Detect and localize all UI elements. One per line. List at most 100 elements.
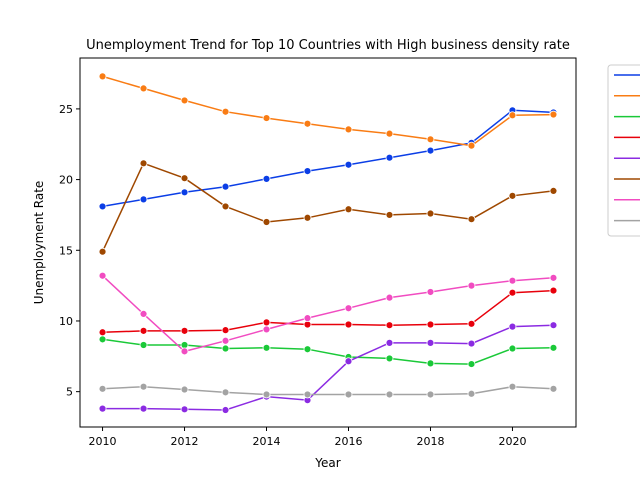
- data-point: [180, 188, 189, 197]
- data-point: [385, 129, 394, 138]
- data-point: [467, 389, 476, 398]
- y-tick-label: 10: [59, 315, 73, 328]
- y-tick-label: 20: [59, 174, 73, 187]
- data-point: [344, 320, 353, 329]
- legend-box: [607, 64, 640, 237]
- data-point: [262, 343, 271, 352]
- data-point: [385, 390, 394, 399]
- data-point: [426, 390, 435, 399]
- data-point: [180, 96, 189, 105]
- data-point: [426, 135, 435, 144]
- data-point: [549, 286, 558, 295]
- data-point: [426, 359, 435, 368]
- data-point: [508, 382, 517, 391]
- series-3: [98, 335, 558, 368]
- data-point: [262, 174, 271, 183]
- data-point: [508, 111, 517, 120]
- data-point: [426, 320, 435, 329]
- chart-title: Unemployment Trend for Top 10 Countries …: [86, 38, 570, 53]
- data-point: [344, 160, 353, 169]
- series-5: [98, 321, 558, 414]
- data-point: [344, 304, 353, 313]
- series-1: [98, 106, 558, 211]
- y-tick-label: 25: [59, 103, 73, 116]
- series-4: [98, 286, 558, 337]
- series-line: [102, 385, 554, 396]
- x-tick-label: 2012: [171, 435, 199, 448]
- data-point: [385, 153, 394, 162]
- series-line: [102, 338, 554, 365]
- data-point: [180, 347, 189, 356]
- data-point: [549, 384, 558, 393]
- series-line: [102, 75, 554, 147]
- data-point: [303, 345, 312, 354]
- data-point: [262, 390, 271, 399]
- data-point: [262, 318, 271, 327]
- x-tick-label: 2010: [89, 435, 117, 448]
- data-point: [221, 202, 230, 211]
- y-axis-label: Unemployment Rate: [32, 181, 46, 305]
- data-point: [508, 344, 517, 353]
- data-point: [549, 186, 558, 195]
- data-point: [426, 209, 435, 218]
- series-2: [98, 72, 558, 150]
- data-point: [180, 385, 189, 394]
- data-point: [508, 322, 517, 331]
- data-point: [98, 247, 107, 256]
- data-point: [385, 354, 394, 363]
- data-point: [98, 384, 107, 393]
- data-point: [303, 119, 312, 128]
- series-8: [98, 382, 558, 399]
- y-axis-ticks: 5 10 15 20 25: [59, 103, 80, 399]
- series-line: [101, 162, 554, 253]
- series-line: [102, 109, 554, 208]
- series-line: [102, 289, 554, 334]
- data-point: [467, 319, 476, 328]
- data-point: [221, 182, 230, 191]
- x-tick-label: 2020: [498, 435, 526, 448]
- data-point: [508, 276, 517, 285]
- data-point: [508, 288, 517, 297]
- data-point: [98, 404, 107, 413]
- data-point: [139, 195, 148, 204]
- data-point: [549, 321, 558, 330]
- series-6: [98, 159, 558, 256]
- data-point: [139, 382, 148, 391]
- data-point: [98, 335, 107, 344]
- plot-frame: [79, 57, 577, 428]
- data-point: [139, 326, 148, 335]
- data-point: [549, 110, 558, 119]
- data-point: [344, 205, 353, 214]
- data-point: [549, 343, 558, 352]
- data-point: [262, 114, 271, 122]
- data-point: [385, 293, 394, 302]
- data-point: [221, 107, 230, 116]
- data-point: [426, 288, 435, 296]
- data-point: [262, 218, 271, 226]
- data-point: [467, 215, 476, 224]
- data-point: [385, 211, 394, 219]
- x-tick-label: 2014: [253, 435, 281, 448]
- data-point: [262, 325, 271, 334]
- data-point: [139, 159, 148, 168]
- data-point: [344, 390, 353, 399]
- data-point: [467, 339, 476, 348]
- series-7: [98, 271, 558, 356]
- data-point: [98, 72, 107, 81]
- data-point: [221, 406, 230, 414]
- data-point: [303, 390, 312, 399]
- data-point: [426, 338, 435, 347]
- data-point: [139, 341, 148, 349]
- data-point: [180, 174, 189, 183]
- data-point: [98, 202, 107, 211]
- y-tick-label: 15: [59, 244, 73, 257]
- data-point: [98, 328, 107, 337]
- data-point: [385, 338, 394, 347]
- data-point: [385, 321, 394, 330]
- data-point: [344, 357, 353, 366]
- series-line: [102, 324, 554, 411]
- legend: [607, 64, 640, 237]
- x-axis-ticks: 2010 2012 2014 2016 2018 2020: [89, 427, 526, 448]
- data-point: [344, 125, 353, 134]
